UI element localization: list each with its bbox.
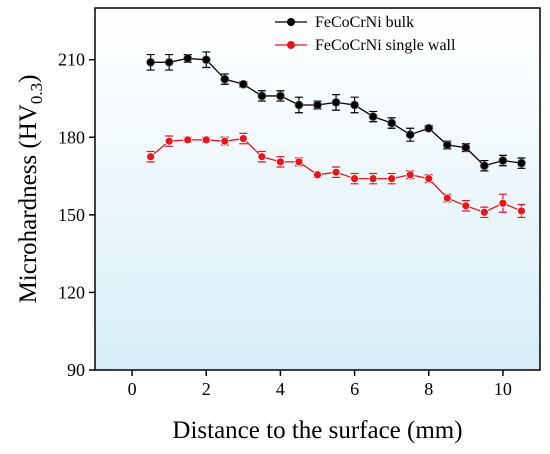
legend-marker [287, 18, 295, 26]
data-point [424, 123, 434, 133]
data-point [276, 157, 285, 167]
data-point [331, 167, 341, 177]
data-point [220, 136, 230, 146]
data-point [183, 54, 193, 63]
data-point [164, 57, 174, 67]
data-point [164, 136, 174, 146]
x-axis-label: Distance to the surface (mm) [172, 417, 462, 444]
data-point [498, 198, 508, 208]
data-point [331, 97, 341, 107]
data-point [517, 206, 526, 216]
x-tick-label: 2 [202, 379, 211, 399]
data-point [461, 143, 471, 153]
data-point [479, 207, 489, 217]
data-point [461, 201, 471, 211]
data-point [313, 100, 322, 110]
data-point [201, 135, 211, 145]
y-tick-label: 180 [58, 127, 85, 147]
data-point [517, 158, 526, 168]
data-point [294, 100, 304, 110]
data-point [313, 170, 322, 180]
legend-label: FeCoCrNi single wall [315, 37, 456, 54]
y-axis-label-end: ) [15, 75, 42, 83]
y-tick-label: 150 [58, 205, 85, 225]
x-tick-label: 8 [424, 379, 433, 399]
data-point [368, 112, 378, 121]
x-tick-label: 4 [276, 379, 285, 399]
data-point [201, 55, 211, 65]
y-tick-label: 120 [58, 282, 85, 302]
data-point [146, 152, 156, 162]
data-point [387, 118, 397, 128]
data-point [220, 74, 230, 84]
y-tick-label: 210 [58, 50, 85, 70]
data-point [238, 79, 248, 89]
legend-marker [287, 41, 295, 49]
data-point [294, 157, 304, 167]
y-axis-label-text: Microhardness (HV [15, 104, 42, 303]
data-point [498, 156, 508, 165]
data-point [387, 174, 397, 184]
data-point [146, 57, 156, 67]
data-point [257, 152, 267, 162]
data-point [350, 100, 359, 110]
y-axis-label-sub: 0.3 [27, 83, 46, 104]
data-point [405, 130, 415, 140]
data-point [442, 140, 452, 150]
data-point [442, 193, 452, 203]
data-point [424, 174, 434, 184]
data-point [276, 91, 285, 101]
x-tick-label: 6 [350, 379, 359, 399]
data-point [479, 161, 489, 171]
data-point [405, 170, 415, 180]
y-tick-label: 90 [67, 360, 85, 380]
data-point [257, 91, 267, 101]
data-point [238, 134, 248, 143]
data-point [183, 135, 193, 145]
data-point [368, 174, 378, 184]
x-tick-label: 10 [494, 379, 512, 399]
x-tick-label: 0 [128, 379, 137, 399]
y-axis-label: Microhardness (HV0.3) [15, 75, 46, 304]
legend-label: FeCoCrNi bulk [315, 14, 414, 31]
plot-frame [94, 7, 541, 371]
data-point [350, 174, 359, 184]
